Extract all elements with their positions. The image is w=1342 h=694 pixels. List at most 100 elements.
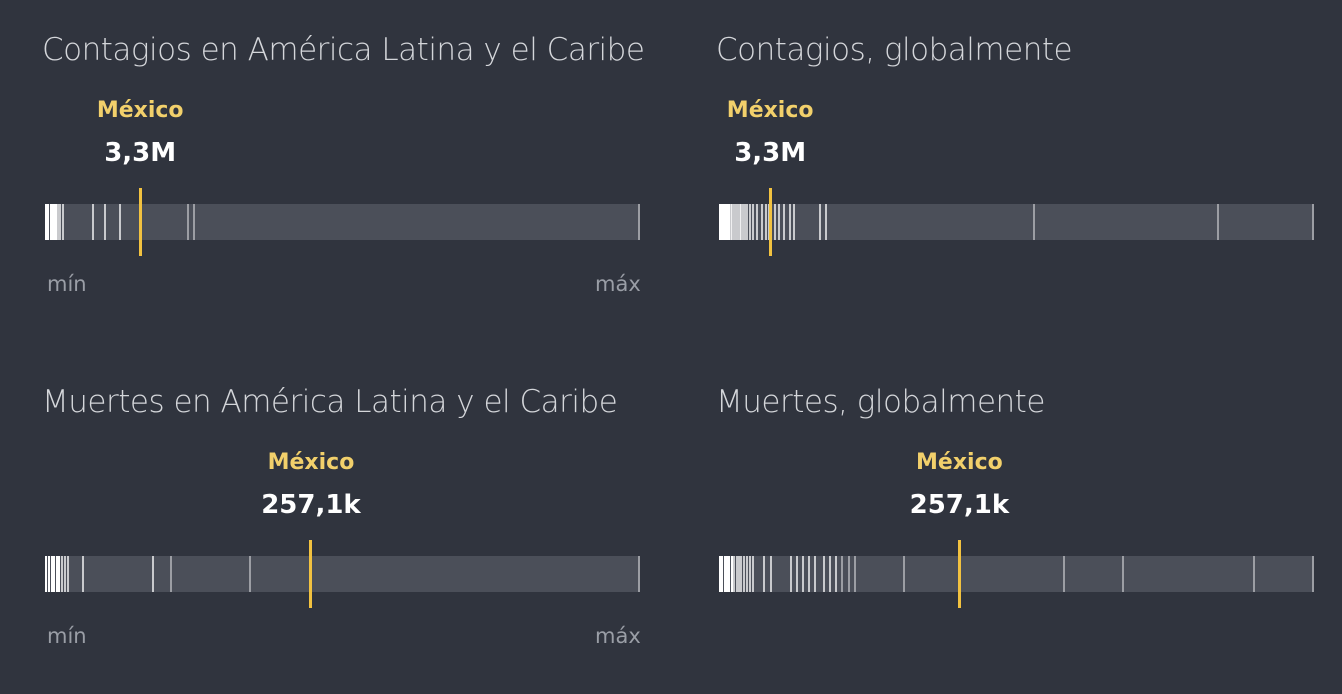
strip-tick bbox=[728, 556, 731, 592]
strip-tick bbox=[1312, 556, 1314, 592]
strip-tick bbox=[902, 556, 905, 592]
strip-tick bbox=[47, 204, 50, 240]
strip-tick bbox=[104, 204, 107, 240]
highlight-marker bbox=[957, 540, 961, 608]
strip-tick bbox=[807, 556, 810, 592]
strip-tick bbox=[66, 556, 69, 592]
strip-tick bbox=[818, 204, 821, 240]
strip-tick bbox=[730, 556, 733, 592]
strip-tick bbox=[638, 204, 640, 240]
strip-tick bbox=[1062, 556, 1065, 592]
strip-tick bbox=[51, 204, 54, 240]
strip-tick bbox=[760, 204, 763, 240]
strip-tick bbox=[763, 556, 766, 592]
strip-tick bbox=[743, 204, 746, 240]
highlight-value: 3,3M bbox=[104, 138, 177, 168]
strip-tick bbox=[1252, 556, 1255, 592]
strip-tick bbox=[748, 556, 751, 592]
strip-tick bbox=[1217, 204, 1220, 240]
strip-tick bbox=[752, 556, 755, 592]
chart-title: Muertes en América Latina y el Caribe bbox=[42, 384, 618, 420]
highlight-label: México bbox=[96, 98, 184, 123]
strip-tick bbox=[848, 556, 851, 592]
strip-tick bbox=[751, 204, 754, 240]
strip-tick bbox=[1312, 204, 1314, 240]
strip-tick bbox=[802, 556, 805, 592]
strip-tick bbox=[769, 556, 772, 592]
strip-tick bbox=[742, 204, 745, 240]
strip-tick bbox=[726, 556, 729, 592]
chart-panel-contagios-global: Contagios, globalmente México 3,3M bbox=[716, 32, 1316, 342]
strip-tick bbox=[834, 556, 837, 592]
strip-tick bbox=[248, 556, 251, 592]
strip-tick bbox=[736, 204, 739, 240]
strip-tick bbox=[783, 204, 786, 240]
chart-title: Contagios en América Latina y el Caribe bbox=[42, 32, 645, 68]
strip-tick bbox=[854, 556, 857, 592]
strip-tick bbox=[151, 556, 154, 592]
strip-tick bbox=[1033, 204, 1036, 240]
strip-tick bbox=[187, 204, 190, 240]
chart-panel-contagios-latam: Contagios en América Latina y el Caribe … bbox=[42, 32, 645, 342]
strip-tick bbox=[53, 204, 56, 240]
strip-tick bbox=[61, 556, 63, 592]
strip-tick bbox=[796, 556, 799, 592]
strip-tick bbox=[742, 556, 745, 592]
strip-tick bbox=[58, 556, 61, 592]
axis-max-label: máx bbox=[595, 624, 641, 648]
strip-track bbox=[45, 204, 640, 240]
axis-min-label: mín bbox=[47, 272, 87, 296]
strip-tick bbox=[59, 204, 62, 240]
strip-tick bbox=[773, 204, 776, 240]
strip-tick bbox=[721, 556, 724, 592]
chart-panel-muertes-latam: Muertes en América Latina y el Caribe Mé… bbox=[42, 384, 642, 694]
strip-tick bbox=[723, 556, 726, 592]
strip-tick bbox=[47, 556, 50, 592]
strip-tick bbox=[726, 204, 729, 240]
strip-tick bbox=[813, 556, 816, 592]
highlight-marker bbox=[768, 188, 772, 256]
highlight-value: 257,1k bbox=[261, 490, 361, 520]
strip-tick bbox=[45, 204, 47, 240]
strip-track bbox=[45, 556, 640, 592]
strip-tick bbox=[733, 556, 736, 592]
strip-tick bbox=[119, 204, 122, 240]
strip-tick bbox=[737, 556, 740, 592]
strip-tick bbox=[1122, 556, 1125, 592]
strip-tick bbox=[81, 556, 84, 592]
strip-tick bbox=[840, 556, 843, 592]
strip-tick bbox=[53, 556, 56, 592]
highlight-value: 257,1k bbox=[909, 490, 1010, 520]
strip-tick bbox=[727, 204, 730, 240]
strip-tick bbox=[822, 556, 825, 592]
highlight-label: México bbox=[726, 98, 814, 123]
chart-title: Muertes, globalmente bbox=[716, 384, 1045, 420]
strip-tick bbox=[746, 204, 749, 240]
strip-tick bbox=[764, 204, 767, 240]
strip-tick bbox=[49, 204, 52, 240]
strip-tick bbox=[755, 204, 758, 240]
strip-tick bbox=[778, 204, 781, 240]
strip-tick bbox=[55, 204, 58, 240]
strip-tick bbox=[720, 204, 723, 240]
strip-tick bbox=[738, 204, 741, 240]
highlight-marker bbox=[138, 188, 142, 256]
chart-title: Contagios, globalmente bbox=[716, 32, 1073, 68]
strip-tick bbox=[63, 556, 66, 592]
strip-tick bbox=[788, 204, 791, 240]
strip-track bbox=[719, 556, 1314, 592]
strip-tick bbox=[745, 556, 748, 592]
strip-tick bbox=[92, 204, 95, 240]
strip-tick bbox=[790, 556, 793, 592]
axis-min-label: mín bbox=[47, 624, 87, 648]
axis-max-label: máx bbox=[595, 272, 641, 296]
strip-tick bbox=[735, 204, 737, 240]
strip-tick bbox=[735, 556, 738, 592]
strip-tick bbox=[740, 204, 743, 240]
strip-tick bbox=[731, 204, 734, 240]
strip-tick bbox=[50, 556, 53, 592]
strip-tick bbox=[740, 556, 743, 592]
strip-tick bbox=[45, 556, 47, 592]
strip-tick bbox=[57, 204, 60, 240]
strip-tick bbox=[719, 204, 721, 240]
